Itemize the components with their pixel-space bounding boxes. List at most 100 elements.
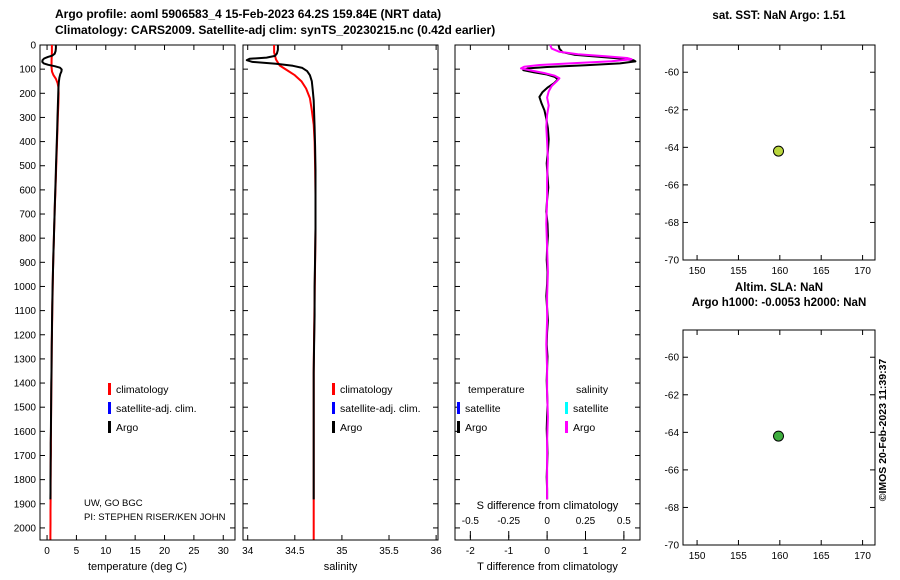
legend-label: climatology	[116, 384, 169, 396]
x-tick-label: 30	[218, 546, 230, 557]
institution-note: UW, GO BGC	[84, 498, 143, 509]
x-tick-label: 35	[336, 546, 348, 557]
x-tick-label: -2	[466, 546, 475, 557]
imos-watermark: ©IMOS 20-Feb-2023 11:39:37	[877, 358, 889, 502]
legend-label: satellite	[465, 403, 501, 415]
y-tick-label: 1500	[14, 403, 37, 414]
y-tick-label: -70	[665, 256, 680, 267]
legend-item-climatology: climatology	[108, 381, 197, 400]
y-tick-label: -62	[665, 390, 680, 401]
y-tick-label: 400	[19, 137, 36, 148]
legend-item-climatology: climatology	[332, 381, 421, 400]
argo-line-marker	[108, 421, 111, 433]
legend-label: Argo	[340, 422, 363, 434]
legend-item-satellite-clim: satellite-adj. clim.	[108, 400, 197, 419]
satellite-salinity-line-marker	[565, 402, 568, 414]
x-tick-label: 34.5	[285, 546, 305, 557]
legend-label: satellite	[573, 403, 609, 415]
legend-item-satellite: satellite	[457, 400, 525, 419]
x-axis-label: T difference from climatology	[477, 561, 618, 573]
legend-label: satellite-adj. clim.	[116, 403, 197, 415]
x-tick-label: 1	[583, 546, 589, 557]
x-tick-label: 36	[431, 546, 443, 557]
y-tick-label: 1300	[14, 354, 37, 365]
y-tick-label: 200	[19, 89, 36, 100]
legend-label: Argo	[116, 422, 139, 434]
y-tick-label: -62	[665, 105, 680, 116]
satellite-clim-line-marker	[332, 402, 335, 414]
y-tick-label: 1600	[14, 427, 37, 438]
difference-profile: -2 -1 0 1 2T difference from climatology -0.5…	[454, 44, 641, 573]
y-tick-label: 1100	[14, 306, 36, 317]
satellite-line-marker	[457, 402, 460, 414]
x-tick-label: 5	[74, 546, 80, 557]
x2-tick-label: 0	[544, 516, 550, 527]
x-tick-label: 34	[242, 546, 254, 557]
y-tick-label: 500	[19, 161, 36, 172]
y-tick-label: -68	[665, 218, 680, 229]
x-tick-label: 0	[544, 546, 550, 557]
y-tick-label: 300	[19, 113, 36, 124]
series-Argo	[41, 45, 63, 500]
float-position-marker	[773, 430, 784, 442]
y-tick-label: 700	[19, 210, 36, 221]
temperature-legend: climatology satellite-adj. clim. Argo	[108, 381, 197, 438]
y-tick-label: 0	[30, 41, 36, 52]
legend-group-header: salinity	[576, 384, 609, 396]
sst-map-title: sat. SST: NaN Argo: 1.51	[712, 10, 846, 22]
x-tick-label: 165	[813, 551, 830, 562]
y-tick-label: 1800	[14, 475, 37, 486]
x-tick-label: 25	[188, 546, 200, 557]
sla-map-title-line1: Altim. SLA: NaN	[734, 282, 824, 294]
y-tick-label: -64	[665, 143, 680, 154]
satellite-clim-line-marker	[108, 402, 111, 414]
x-tick-label: 160	[771, 266, 788, 277]
y-tick-label: 1900	[14, 499, 37, 510]
y-tick-label: -70	[665, 541, 680, 552]
y-tick-label: -60	[665, 68, 680, 79]
x-tick-label: 10	[100, 546, 112, 557]
legend-label: satellite-adj. clim.	[340, 403, 421, 415]
salinity-legend: climatology satellite-adj. clim. Argo	[332, 381, 421, 438]
y-tick-label: -60	[665, 353, 680, 364]
y-tick-label: 1000	[14, 282, 37, 293]
x-tick-label: 170	[854, 551, 871, 562]
x2-axis-label: S difference from climatology	[477, 500, 619, 512]
x-tick-label: 35.5	[379, 546, 399, 557]
series-S-Argo-minus-climatology	[520, 44, 633, 500]
climatology-line-marker	[332, 383, 335, 395]
x-tick-label: 15	[130, 546, 142, 557]
y-tick-label: 1200	[14, 330, 37, 341]
x-tick-label: 155	[730, 551, 747, 562]
x2-tick-label: -0.25	[497, 516, 520, 527]
salinity-profile: 34 34.5 35 35.5 36 salinity	[242, 44, 443, 573]
argo-line-marker	[457, 421, 460, 433]
x2-tick-label: -0.5	[462, 516, 480, 527]
x2-tick-label: 0.5	[617, 516, 631, 527]
x-tick-label: 0	[44, 546, 50, 557]
x-tick-label: 150	[689, 266, 706, 277]
legend-item-argo: Argo	[332, 419, 421, 438]
difference-salinity-legend: salinity satellite Argo	[565, 381, 609, 438]
series-climatology	[273, 45, 317, 540]
legend-label: climatology	[340, 384, 393, 396]
legend-item-argo: Argo	[565, 419, 609, 438]
difference-temperature-legend: temperature satellite Argo	[457, 381, 525, 438]
y-tick-label: 600	[19, 185, 36, 196]
title-line-1: Argo profile: aoml 5906583_4 15-Feb-2023…	[55, 7, 442, 21]
legend-group-header: temperature	[468, 384, 525, 396]
y-tick-label: -66	[665, 180, 680, 191]
x-tick-label: -1	[504, 546, 513, 557]
legend-item-satellite-clim: satellite-adj. clim.	[332, 400, 421, 419]
plot-box	[682, 44, 876, 261]
legend-label: Argo	[573, 422, 596, 434]
sst-map: 150 155 160 165 170 -60 -62 -64 -66 -68 -70	[665, 44, 876, 277]
climatology-line-marker	[108, 383, 111, 395]
plot-box	[682, 329, 876, 546]
legend-item-argo: Argo	[457, 419, 525, 438]
x-tick-label: 155	[730, 266, 747, 277]
figure-title: Argo profile: aoml 5906583_4 15-Feb-2023…	[55, 6, 495, 38]
y-tick-label: 1400	[14, 379, 37, 390]
y-tick-label: 1700	[14, 451, 37, 462]
